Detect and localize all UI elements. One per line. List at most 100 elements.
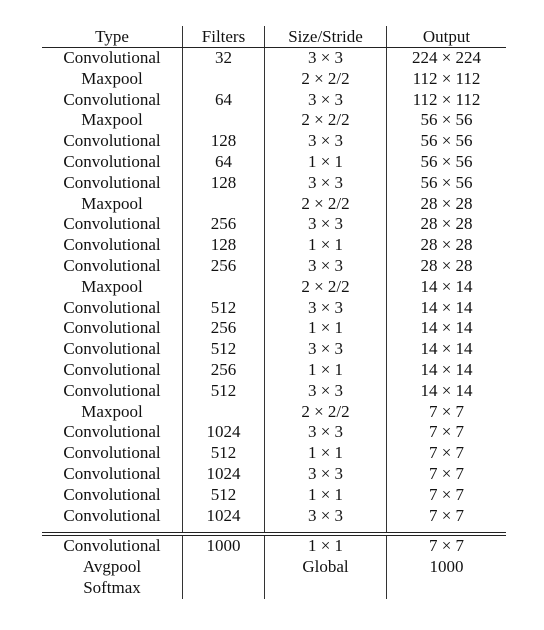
- cell-type: Convolutional: [63, 359, 161, 379]
- cell-output: 56 × 56: [386, 131, 506, 152]
- cell-output: 224 × 224: [386, 48, 506, 69]
- table-row: Convolutional 512 3 × 3 14 × 14: [42, 297, 506, 319]
- table-row: Maxpool 2 × 2/2 28 × 28: [42, 193, 506, 215]
- cell-output: [386, 577, 506, 599]
- cell-filters: [182, 68, 264, 90]
- cell-filters: [182, 193, 264, 215]
- table-row: Maxpool 2 × 2/2 112 × 112: [42, 68, 506, 90]
- cell-type: Convolutional: [63, 172, 161, 192]
- cell-type: Maxpool: [81, 68, 143, 88]
- cell-filters: 256: [182, 255, 264, 277]
- cell-type: Convolutional: [63, 235, 161, 255]
- cell-output: 112 × 112: [386, 89, 506, 111]
- cell-filters: 256: [182, 318, 264, 340]
- cell-type: Convolutional: [63, 536, 161, 556]
- cell-output: 7 × 7: [386, 443, 506, 464]
- cell-size-stride: 3 × 3: [264, 339, 386, 360]
- table-row: Convolutional 128 3 × 3 56 × 56: [42, 172, 506, 194]
- cell-size-stride: [264, 577, 386, 599]
- table-footer-row: Avgpool Global 1000: [42, 557, 506, 578]
- cell-type: Convolutional: [63, 484, 161, 504]
- cell-output: 14 × 14: [386, 318, 506, 340]
- cell-size-stride: 3 × 3: [264, 422, 386, 444]
- table-row: Convolutional 512 3 × 3 14 × 14: [42, 380, 506, 402]
- cell-filters: 128: [182, 235, 264, 256]
- cell-output: 28 × 28: [386, 255, 506, 277]
- cell-type: Convolutional: [63, 131, 161, 151]
- cell-output: 56 × 56: [386, 110, 506, 132]
- architecture-table: Type Filters Size/Stride Output Convolut…: [42, 26, 506, 599]
- cell-output: 7 × 7: [386, 463, 506, 485]
- cell-filters: 128: [182, 131, 264, 152]
- cell-output: 56 × 56: [386, 151, 506, 173]
- cell-type: Convolutional: [63, 422, 161, 442]
- cell-size-stride: 3 × 3: [264, 297, 386, 319]
- cell-size-stride: 1 × 1: [264, 318, 386, 340]
- cell-size-stride: 3 × 3: [264, 255, 386, 277]
- header-size-stride: Size/Stride: [264, 26, 386, 47]
- cell-output: 14 × 14: [386, 339, 506, 360]
- cell-size-stride: 3 × 3: [264, 131, 386, 152]
- cell-filters: 64: [182, 151, 264, 173]
- cell-filters: 512: [182, 443, 264, 464]
- cell-type: Maxpool: [81, 276, 143, 296]
- header-filters: Filters: [182, 26, 264, 47]
- cell-size-stride: 1 × 1: [264, 443, 386, 464]
- cell-filters: 128: [182, 172, 264, 194]
- cell-filters: 1000: [182, 536, 264, 558]
- section-spacer: [42, 526, 506, 533]
- cell-output: 28 × 28: [386, 214, 506, 236]
- cell-filters: 1024: [182, 422, 264, 444]
- cell-filters: 512: [182, 484, 264, 506]
- cell-output: 7 × 7: [386, 484, 506, 506]
- cell-size-stride: 3 × 3: [264, 48, 386, 69]
- cell-filters: [182, 577, 264, 599]
- cell-type: Convolutional: [63, 89, 161, 109]
- cell-output: 7 × 7: [386, 505, 506, 527]
- cell-output: 7 × 7: [386, 401, 506, 423]
- cell-filters: 1024: [182, 505, 264, 527]
- cell-filters: 512: [182, 339, 264, 360]
- cell-output: 14 × 14: [386, 297, 506, 319]
- cell-type: Convolutional: [63, 255, 161, 275]
- cell-output: 56 × 56: [386, 172, 506, 194]
- cell-size-stride: 3 × 3: [264, 214, 386, 236]
- cell-filters: 512: [182, 297, 264, 319]
- table-row: Convolutional 64 3 × 3 112 × 112: [42, 89, 506, 111]
- cell-type: Convolutional: [63, 505, 161, 525]
- cell-size-stride: 3 × 3: [264, 172, 386, 194]
- cell-output: 14 × 14: [386, 359, 506, 381]
- cell-filters: [182, 110, 264, 132]
- cell-type: Avgpool: [82, 557, 142, 577]
- cell-output: 7 × 7: [386, 536, 506, 558]
- table-header: Type Filters Size/Stride Output: [42, 26, 506, 47]
- table-row: Convolutional 64 1 × 1 56 × 56: [42, 151, 506, 173]
- table-row: Convolutional 32 3 × 3 224 × 224: [42, 48, 506, 69]
- table-row: Convolutional 512 3 × 3 14 × 14: [42, 339, 506, 360]
- cell-type: Convolutional: [63, 151, 161, 171]
- table-row: Convolutional 256 3 × 3 28 × 28: [42, 255, 506, 277]
- table-row: Convolutional 256 1 × 1 14 × 14: [42, 318, 506, 340]
- cell-output: 1000: [386, 557, 506, 578]
- cell-size-stride: 2 × 2/2: [264, 401, 386, 423]
- cell-size-stride: 2 × 2/2: [264, 193, 386, 215]
- cell-size-stride: 1 × 1: [264, 359, 386, 381]
- cell-filters: 32: [182, 48, 264, 69]
- cell-size-stride: 1 × 1: [264, 536, 386, 558]
- cell-output: 28 × 28: [386, 235, 506, 256]
- cell-type: Maxpool: [81, 110, 143, 130]
- cell-type: Convolutional: [63, 463, 161, 483]
- cell-size-stride: 1 × 1: [264, 484, 386, 506]
- cell-type: Convolutional: [63, 443, 161, 463]
- cell-size-stride: 2 × 2/2: [264, 110, 386, 132]
- cell-type: Convolutional: [63, 48, 161, 67]
- table-row: Convolutional 128 1 × 1 28 × 28: [42, 235, 506, 256]
- table-row: Maxpool 2 × 2/2 14 × 14: [42, 276, 506, 298]
- cell-output: 112 × 112: [386, 68, 506, 90]
- cell-size-stride: 1 × 1: [264, 151, 386, 173]
- cell-size-stride: 3 × 3: [264, 463, 386, 485]
